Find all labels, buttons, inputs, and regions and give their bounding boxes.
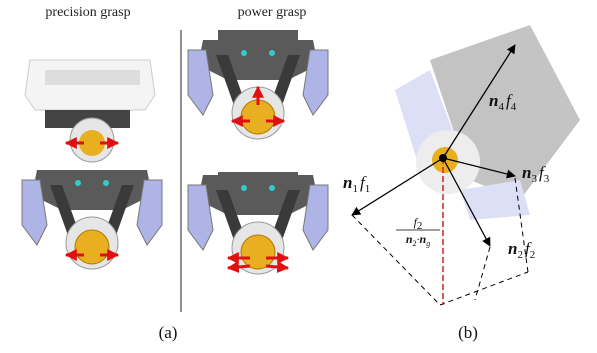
power-grasp-top	[188, 30, 328, 139]
fraction-numerator: f2	[414, 215, 423, 232]
figure: precision grasp power grasp (a)	[0, 0, 597, 353]
fraction: f2 n2·ng	[396, 215, 440, 248]
precision-grasp-top	[25, 60, 155, 162]
contact-point	[439, 154, 447, 162]
header: precision grasp	[45, 5, 130, 20]
power-grasp-bottom	[188, 172, 328, 274]
caption: (a)	[159, 323, 178, 342]
header: power grasp	[238, 5, 307, 20]
fraction-denominator: n2·ng	[406, 232, 430, 248]
gripper-background	[395, 25, 580, 220]
caption: (b)	[458, 323, 478, 342]
precision-grasp-bottom	[22, 170, 162, 269]
